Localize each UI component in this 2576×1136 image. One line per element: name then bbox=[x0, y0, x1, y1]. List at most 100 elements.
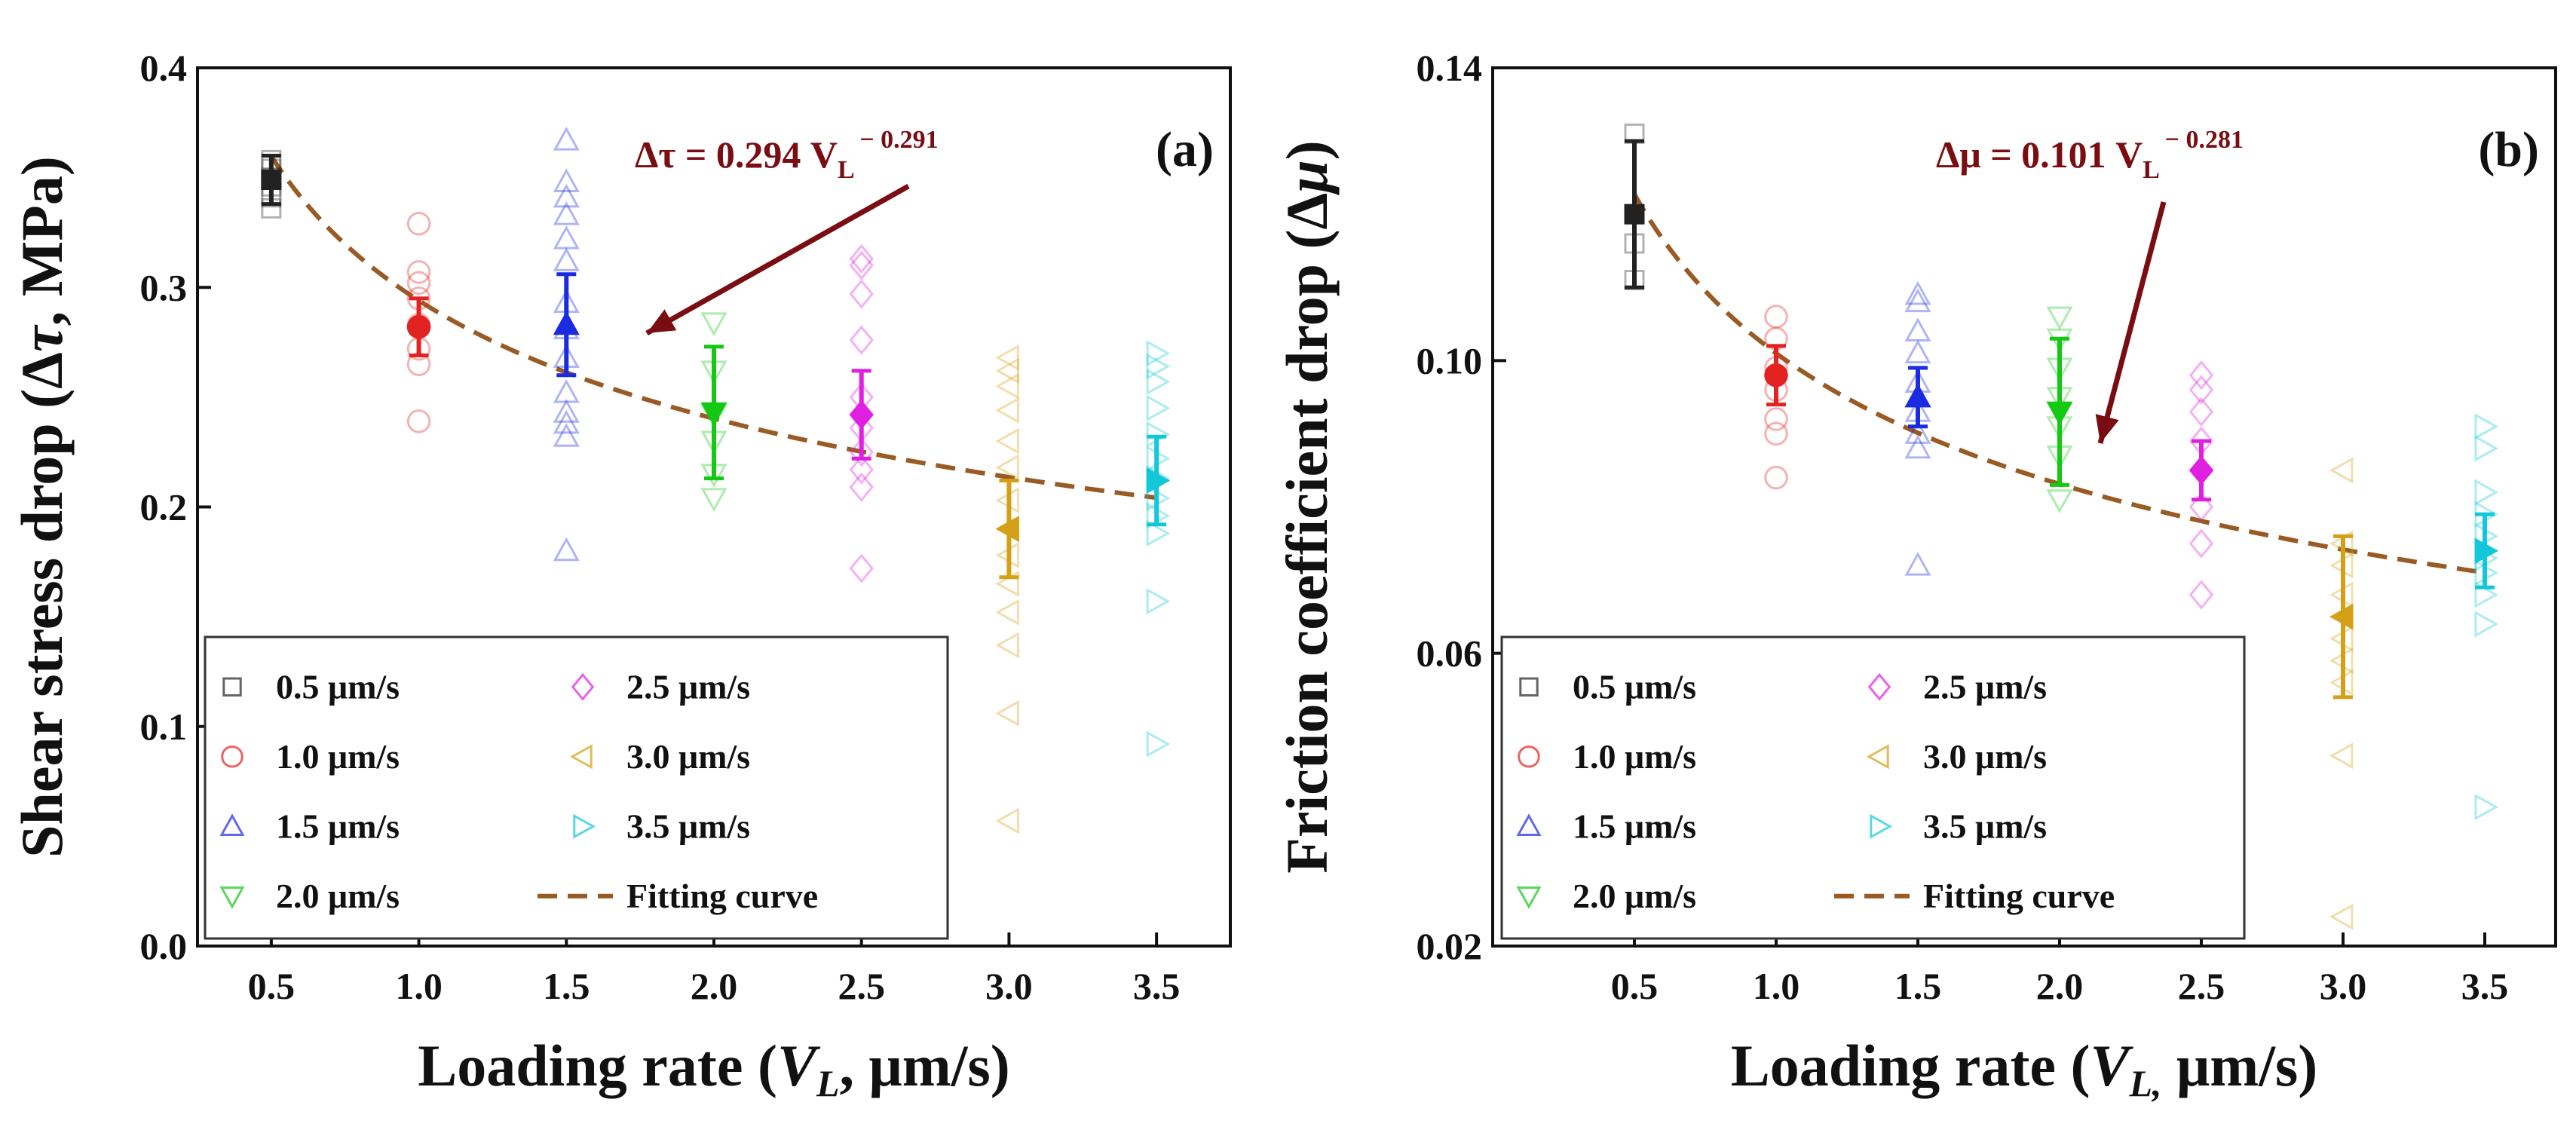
x-axis-title: Loading rate (VL, μm/s) bbox=[418, 1033, 1009, 1104]
data-point bbox=[2189, 491, 2214, 522]
x-tick-label: 0.5 bbox=[1611, 965, 1659, 1007]
y-tick-label: 0.2 bbox=[140, 486, 188, 528]
legend-box bbox=[1500, 635, 2246, 940]
y-tick-label: 0.1 bbox=[140, 706, 188, 748]
data-point bbox=[2046, 306, 2073, 331]
y-tick-label: 0.0 bbox=[140, 925, 188, 967]
x-tick-label: 3.0 bbox=[985, 965, 1033, 1007]
legend-label: 1.5 μm/s bbox=[1573, 807, 1696, 845]
data-point bbox=[700, 488, 727, 512]
legend-item: 2.0 μm/s bbox=[219, 877, 400, 915]
legend-label: 0.5 μm/s bbox=[1573, 667, 1696, 706]
legend-item: 3.5 μm/s bbox=[1870, 807, 2047, 845]
legend: 0.5 μm/s 2.5 μm/s 1.0 μm/s 3.0 μm/s 1.5 μm/s… bbox=[1500, 635, 2246, 940]
data-point bbox=[2474, 793, 2499, 821]
data-point bbox=[1146, 588, 1171, 615]
x-tick-label: 1.0 bbox=[395, 965, 443, 1007]
series-3-5 bbox=[2474, 413, 2499, 821]
data-point bbox=[995, 454, 1019, 481]
annotation-arrow-head bbox=[647, 309, 677, 333]
data-point bbox=[995, 372, 1019, 400]
x-tick-label: 1.5 bbox=[1894, 965, 1942, 1007]
data-point bbox=[1904, 420, 1931, 444]
series-3-0 bbox=[995, 344, 1019, 834]
x-tick-label: 2.0 bbox=[2036, 965, 2084, 1007]
data-point bbox=[2474, 479, 2499, 506]
data-point bbox=[849, 553, 874, 583]
data-point bbox=[2329, 903, 2354, 930]
mean-point bbox=[1624, 204, 1645, 225]
data-point bbox=[553, 127, 580, 151]
data-point bbox=[553, 409, 580, 434]
x-tick-label: 1.5 bbox=[543, 965, 590, 1007]
mean-point bbox=[2474, 537, 2499, 565]
x-axis-title: Loading rate (VL, μm/s) bbox=[1731, 1033, 2317, 1104]
legend-marker bbox=[1519, 677, 1539, 697]
legend-item: 3.0 μm/s bbox=[569, 737, 750, 776]
legend-label: 2.5 μm/s bbox=[1923, 667, 2047, 706]
panel-a-shear-stress-chart: 0.0 0.1 0.2 0.3 0.4 0.5 1.0 1.5 2.0 2.5 3.0 3.5 Load… bbox=[9, 47, 1232, 1104]
legend-label: 2.0 μm/s bbox=[276, 877, 400, 915]
data-point bbox=[2474, 611, 2499, 638]
data-point bbox=[1904, 434, 1931, 459]
data-point bbox=[995, 357, 1019, 384]
fit-equation: Δτ = 0.294 VL − 0.291 bbox=[635, 126, 939, 184]
legend-item: 0.5 μm/s bbox=[1519, 667, 1696, 706]
data-point bbox=[995, 632, 1019, 659]
legend-item: 1.0 μm/s bbox=[221, 737, 400, 776]
data-point bbox=[406, 212, 431, 236]
legend-item: Fitting curve bbox=[1834, 877, 2115, 915]
series-1-5 bbox=[553, 127, 580, 562]
mean-point bbox=[849, 400, 874, 430]
legend-item: 3.0 μm/s bbox=[1866, 737, 2047, 776]
legend-marker bbox=[1516, 813, 1542, 836]
mean-point bbox=[2329, 603, 2354, 630]
data-point bbox=[1764, 407, 1788, 431]
mean-point bbox=[553, 311, 580, 335]
data-point bbox=[1904, 552, 1931, 576]
data-point bbox=[2189, 360, 2214, 390]
data-point bbox=[2046, 489, 2073, 513]
mean-point bbox=[406, 314, 431, 339]
y-tick-label: 0.10 bbox=[1417, 339, 1483, 381]
data-point bbox=[1904, 317, 1931, 341]
legend-marker bbox=[222, 677, 242, 697]
y-tick-label: 0.3 bbox=[140, 266, 188, 308]
legend-marker bbox=[571, 672, 595, 701]
legend-label: Fitting curve bbox=[1923, 877, 2115, 915]
annotation-arrow-head bbox=[2095, 414, 2119, 443]
data-point bbox=[553, 378, 580, 403]
data-point bbox=[700, 312, 727, 336]
data-point bbox=[2189, 528, 2214, 559]
legend-marker bbox=[219, 886, 245, 909]
legend-label: 3.5 μm/s bbox=[1923, 807, 2047, 845]
legend-label: 1.0 μm/s bbox=[1573, 737, 1696, 776]
legend-marker bbox=[569, 744, 593, 770]
legend-marker bbox=[1867, 672, 1891, 701]
legend-label: 2.5 μm/s bbox=[626, 667, 750, 706]
data-point bbox=[553, 399, 580, 423]
legend-item: 2.5 μm/s bbox=[1867, 667, 2047, 706]
legend-label: 2.0 μm/s bbox=[1573, 877, 1696, 915]
legend-marker bbox=[573, 813, 596, 839]
mean-point bbox=[1146, 467, 1171, 495]
data-point bbox=[849, 250, 874, 280]
data-point bbox=[2189, 375, 2214, 405]
data-point bbox=[406, 271, 431, 295]
legend-marker bbox=[1516, 886, 1542, 909]
series-2-0 bbox=[700, 312, 727, 512]
legend-item: 1.5 μm/s bbox=[1516, 807, 1696, 845]
annotation-arrow bbox=[2097, 201, 2167, 444]
data-point bbox=[995, 344, 1019, 371]
x-tick-label: 2.5 bbox=[838, 965, 885, 1007]
data-point bbox=[849, 437, 874, 467]
mean-point bbox=[700, 402, 727, 427]
mean-point bbox=[261, 170, 282, 191]
data-point bbox=[2474, 435, 2499, 462]
data-point bbox=[553, 168, 580, 192]
data-point bbox=[2474, 413, 2499, 440]
series-0-5 bbox=[1624, 123, 1645, 291]
y-tick-label: 0.14 bbox=[1417, 47, 1483, 89]
panel-b-friction-coefficient-chart: 0.02 0.06 0.10 0.14 0.5 1.0 1.5 2.0 2.5 3.0 3.5 Loa… bbox=[1274, 47, 2557, 1104]
